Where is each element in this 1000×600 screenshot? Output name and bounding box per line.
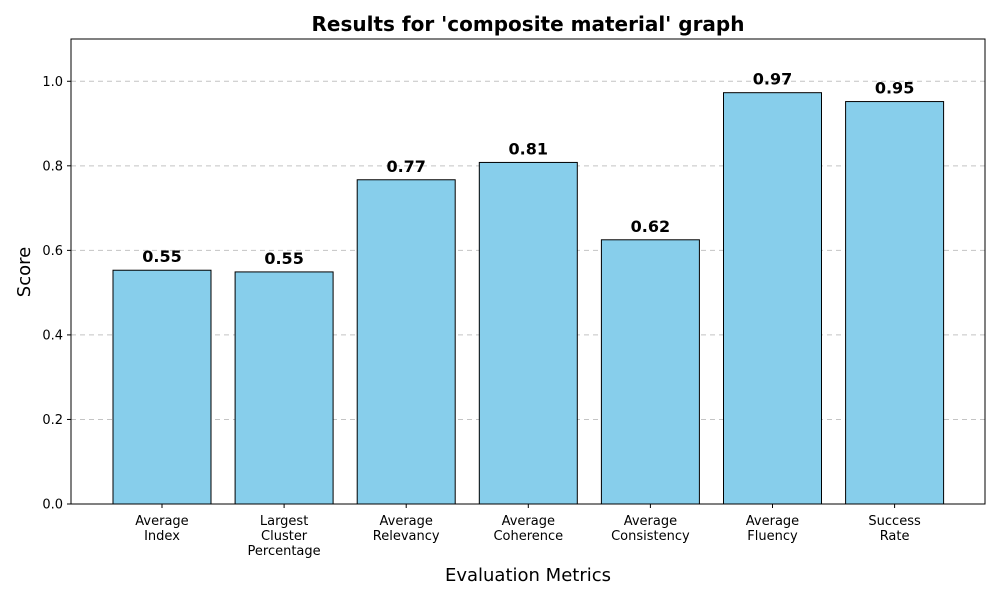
x-tick-label-line: Index <box>144 529 180 544</box>
x-tick-label-line: Average <box>502 514 555 529</box>
x-tick-label-line: Success <box>868 514 921 529</box>
bar <box>600 239 700 505</box>
x-tick-label-line: Average <box>135 514 188 529</box>
bar <box>478 161 578 505</box>
x-tick-label: Average Consistency <box>611 514 690 544</box>
x-tick-label-line: Consistency <box>611 529 690 544</box>
chart-title: Results for 'composite material' graph <box>312 12 745 36</box>
bar-value-label: 0.97 <box>753 70 792 89</box>
y-tick-label: 0.4 <box>42 328 63 343</box>
x-tick-label-line: Coherence <box>493 529 563 544</box>
y-axis: 0.0 0.2 0.4 0.6 0.8 1.0 <box>42 75 71 513</box>
x-tick-label: Average Coherence <box>493 514 563 544</box>
x-tick-label-line: Rate <box>880 529 910 544</box>
x-tick-label: Largest Cluster Percentage <box>248 514 321 559</box>
x-tick-label: Success Rate <box>868 514 921 544</box>
bar <box>234 271 334 505</box>
x-tick-label-line: Average <box>624 514 677 529</box>
x-tick-label-line: Cluster <box>261 529 308 544</box>
x-tick-label-line: Percentage <box>248 544 321 559</box>
data-labels: 0.55 0.55 0.77 0.81 0.62 0.97 0.95 <box>142 70 914 268</box>
bar-value-label: 0.62 <box>631 217 670 236</box>
plot-frame <box>70 38 986 505</box>
bar-value-label: 0.95 <box>875 79 914 98</box>
bar <box>112 269 212 505</box>
bar <box>845 101 945 505</box>
bar <box>356 179 456 505</box>
bar <box>723 92 822 505</box>
x-tick-label-line: Fluency <box>747 529 798 544</box>
y-tick-label: 1.0 <box>42 75 63 90</box>
y-tick-label: 0.2 <box>42 413 63 428</box>
bar-value-label: 0.55 <box>264 249 303 268</box>
x-tick-label: Average Fluency <box>746 514 799 544</box>
y-tick-label: 0.0 <box>42 498 63 513</box>
bar-value-label: 0.77 <box>386 157 425 176</box>
x-tick-label-line: Largest <box>260 514 308 529</box>
x-tick-label-line: Average <box>746 514 799 529</box>
bar-value-label: 0.81 <box>509 139 548 158</box>
y-tick-label: 0.6 <box>42 244 63 259</box>
x-tick-label: Average Index <box>135 514 188 544</box>
x-axis-label: Evaluation Metrics <box>445 565 611 586</box>
bars <box>112 92 945 505</box>
y-tick-label: 0.8 <box>42 159 63 174</box>
bar-value-label: 0.55 <box>142 247 181 266</box>
x-tick-label-line: Relevancy <box>373 529 440 544</box>
y-axis-label: Score <box>14 247 35 297</box>
x-tick-label: Average Relevancy <box>373 514 440 544</box>
x-tick-label-line: Average <box>380 514 433 529</box>
